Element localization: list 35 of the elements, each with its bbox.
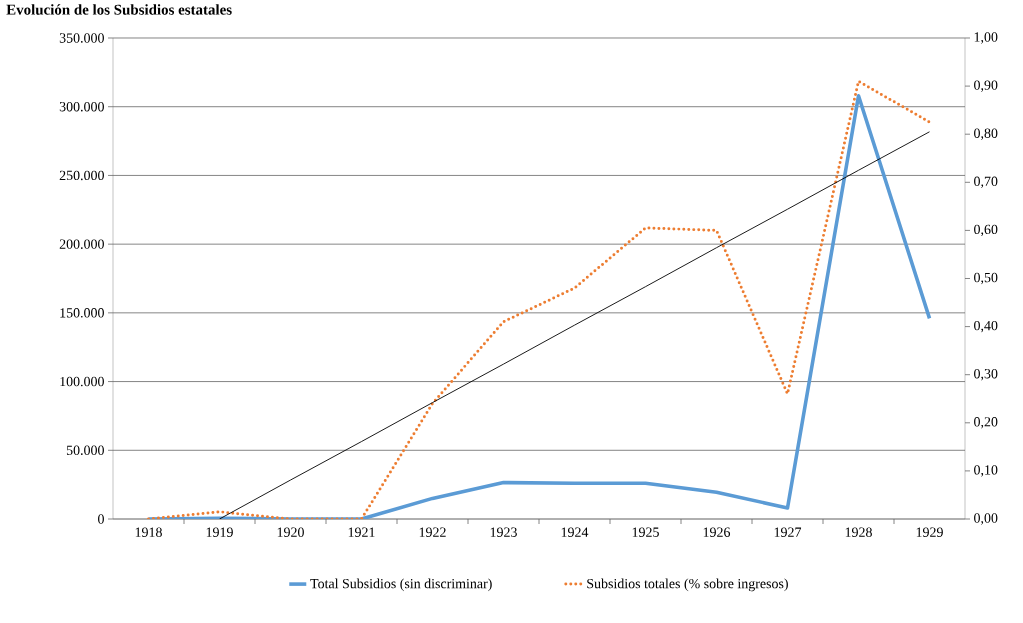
y-tick-label: 0 <box>98 514 104 524</box>
y-tick-label: 350.000 <box>59 33 104 43</box>
x-tick-label: 1923 <box>490 527 517 537</box>
x-tick-label: 1920 <box>277 527 304 537</box>
y2-tick-label: 0,00 <box>974 513 998 525</box>
line-series <box>219 131 930 519</box>
y-tick-label: 250.000 <box>59 170 104 181</box>
x-tick-label: 1922 <box>419 527 446 537</box>
x-tick-label: 1921 <box>348 527 375 537</box>
y-tick-label: 150.000 <box>60 308 104 318</box>
x-tick-label: 1926 <box>703 527 731 537</box>
legend-label: Subsidios totales (% sobre ingresos) <box>587 578 788 592</box>
x-tick-label: 1927 <box>774 527 802 537</box>
chart-title: Evolución de los Subsidios estatales <box>6 4 232 15</box>
y2-tick-label: 0,80 <box>974 128 998 140</box>
y2-tick-label: 0,90 <box>974 80 998 92</box>
y2-tick-label: 0,70 <box>974 176 998 188</box>
y-tick-label: 100.000 <box>60 376 104 387</box>
y2-tick-label: 0,30 <box>974 368 998 381</box>
y2-tick-label: 0,60 <box>974 224 998 237</box>
y2-tick-label: 1,00 <box>974 32 998 44</box>
y-tick-label: 50.000 <box>66 445 104 456</box>
y2-tick-label: 0,10 <box>974 465 998 477</box>
legend-label: Total Subsidios (sin discriminar) <box>310 578 492 592</box>
y2-tick-label: 0,40 <box>974 320 998 333</box>
y2-tick-label: 0,50 <box>974 272 998 285</box>
y2-tick-label: 0,20 <box>974 417 998 429</box>
y-tick-label: 200.000 <box>59 239 104 249</box>
x-tick-label: 1919 <box>206 527 233 537</box>
x-tick-label: 1918 <box>135 527 162 537</box>
x-tick-label: 1925 <box>632 527 659 537</box>
x-tick-label: 1924 <box>561 527 589 537</box>
x-tick-label: 1928 <box>845 527 872 537</box>
y-tick-label: 300.000 <box>59 101 104 112</box>
x-tick-label: 1929 <box>916 527 943 537</box>
